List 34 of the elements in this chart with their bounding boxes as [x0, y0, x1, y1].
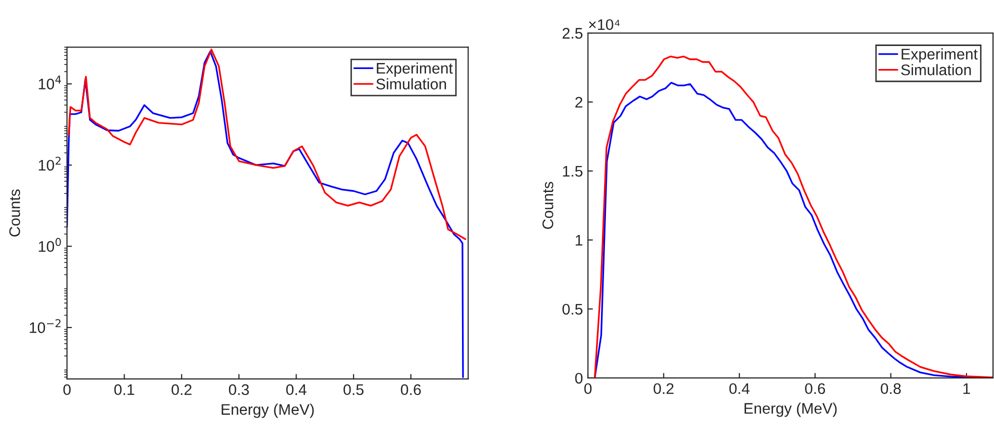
y-tick-label: 1.5	[563, 166, 582, 177]
legend-label: Experiment	[376, 62, 453, 77]
x-tick-label: 0.1	[114, 384, 134, 396]
y-tick-label: 10$^{0}$	[38, 238, 61, 252]
text: ×10⁴	[589, 19, 620, 30]
y-tick-label: 10$^{−2}$	[30, 319, 61, 334]
y-tick-label: 10$^{2}$	[38, 156, 61, 171]
x-tick-label: 0.6	[805, 383, 826, 394]
y-tick-label: 0	[575, 372, 582, 384]
y-axis-title: Counts	[9, 189, 20, 237]
y-tick-label: 1	[576, 235, 582, 246]
x-tick-label: 1	[963, 383, 970, 394]
x-axis-title: Energy (MeV)	[222, 404, 314, 418]
x-tick-label: 0.4	[729, 383, 750, 394]
x-tick-label: 0.4	[286, 384, 306, 396]
x-tick-label: 0.3	[228, 384, 249, 396]
y-tick-label: 10$^{4}$	[38, 76, 62, 90]
x-tick-label: 0.5	[344, 384, 364, 396]
x-tick-label: 0	[63, 384, 71, 396]
y-tick-label: 2	[575, 96, 582, 108]
y-axis-title: Counts	[542, 182, 554, 229]
x-tick-label: 0	[584, 383, 592, 394]
x-tick-label: 0.2	[172, 384, 192, 396]
line-series	[66, 50, 464, 378]
line-series	[68, 48, 466, 240]
legend-label: Experiment	[902, 48, 978, 63]
x-tick-label: 0.2	[654, 383, 674, 394]
legend-label: Simulation	[901, 64, 971, 76]
legend-label: Simulation	[376, 78, 446, 90]
x-axis-title: Energy (MeV)	[744, 402, 837, 417]
x-tick-label: 0.8	[880, 383, 901, 394]
x-tick-label: 0.6	[400, 384, 421, 396]
y-tick-label: 2.5	[562, 28, 582, 39]
y-tick-label: 0.5	[562, 304, 582, 315]
